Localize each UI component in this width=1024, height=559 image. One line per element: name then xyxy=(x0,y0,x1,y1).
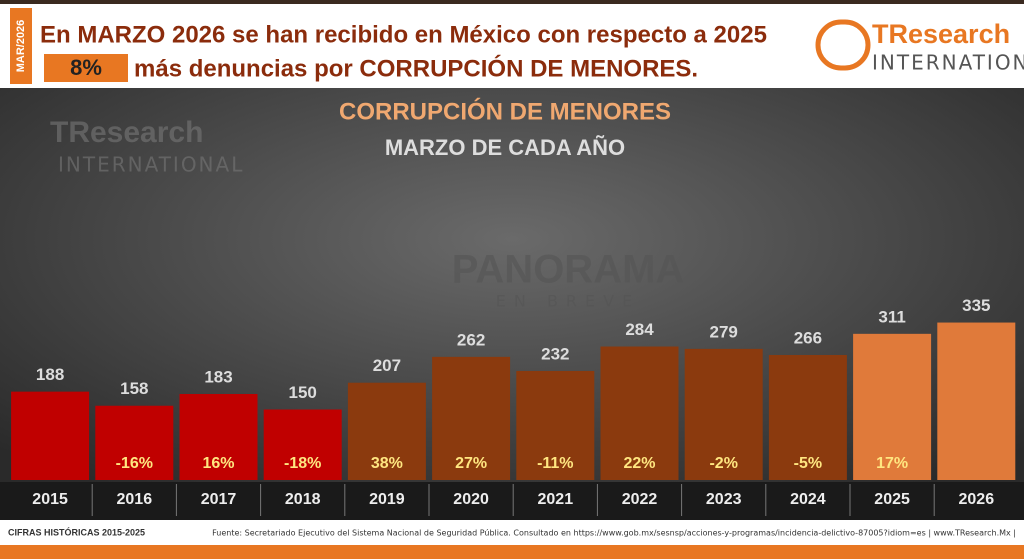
date-tab xyxy=(10,8,32,84)
change-label: 17% xyxy=(876,455,908,472)
footer-left: CIFRAS HISTÓRICAS 2015-2025 xyxy=(8,526,145,537)
value-label: 150 xyxy=(289,383,317,402)
x-tick-label: 2016 xyxy=(117,491,153,508)
date: MAR/2026 xyxy=(15,20,27,73)
x-tick-label: 2015 xyxy=(32,491,68,508)
value-label: 188 xyxy=(36,365,64,384)
headline-1: En MARZO 2026 se han recibido en México … xyxy=(40,21,767,48)
logo-main: TResearch xyxy=(872,19,1010,49)
watermark-sub: EN BREVE xyxy=(496,292,640,311)
bar xyxy=(516,370,595,480)
change-label: -18% xyxy=(284,455,321,472)
x-tick-label: 2021 xyxy=(538,491,574,508)
bar xyxy=(179,393,258,480)
x-tick-label: 2020 xyxy=(453,491,489,508)
change-label: 27% xyxy=(455,455,487,472)
bar xyxy=(347,382,426,480)
headline-2: más denuncias por CORRUPCIÓN DE MENORES. xyxy=(134,54,698,82)
x-tick-label: 2017 xyxy=(201,491,237,508)
change-label: 38% xyxy=(371,455,403,472)
change-label: -5% xyxy=(794,455,822,472)
value-label: 262 xyxy=(457,330,485,349)
change-label: -11% xyxy=(537,455,573,472)
bar xyxy=(600,346,679,480)
value-label: 279 xyxy=(710,322,738,341)
chart-subtitle: MARZO DE CADA AÑO xyxy=(385,135,625,160)
x-tick-label: 2026 xyxy=(959,491,995,508)
change-label: 16% xyxy=(202,455,234,472)
change-label: -16% xyxy=(116,455,153,472)
value-label: 311 xyxy=(878,307,905,326)
bar xyxy=(937,322,1016,480)
x-tick-label: 2025 xyxy=(874,491,910,508)
axis-bar xyxy=(0,482,1024,520)
value-label: 266 xyxy=(794,328,822,347)
x-tick-label: 2018 xyxy=(285,491,321,508)
logo-sub: INTERNATIONAL xyxy=(872,51,1024,75)
change-label: -2% xyxy=(709,455,737,472)
change-box xyxy=(44,54,128,82)
value-label: 284 xyxy=(625,320,654,339)
logo-icon xyxy=(815,19,871,71)
value-label: 335 xyxy=(962,296,990,315)
logo-watermark: TResearch xyxy=(50,116,203,149)
bar xyxy=(11,391,90,480)
footer-strip xyxy=(0,545,1024,559)
x-tick-label: 2023 xyxy=(706,491,742,508)
footer-source: Fuente: Secretariado Ejecutivo del Siste… xyxy=(212,529,1016,538)
footer-bg xyxy=(0,520,1024,544)
bar xyxy=(768,354,847,480)
bar xyxy=(853,333,932,480)
x-tick-label: 2019 xyxy=(369,491,405,508)
bar xyxy=(684,348,763,480)
logo-watermark-sub: INTERNATIONAL xyxy=(58,153,244,177)
value-label: 207 xyxy=(373,356,401,375)
x-tick-label: 2024 xyxy=(790,491,826,508)
watermark: PANORAMA xyxy=(452,248,685,292)
bar xyxy=(263,409,342,480)
x-tick-label: 2022 xyxy=(622,491,658,508)
value-label: 232 xyxy=(541,344,569,363)
value-label: 158 xyxy=(120,379,148,398)
bar xyxy=(95,405,174,480)
change: 8% xyxy=(70,55,102,80)
chart-title: CORRUPCIÓN DE MENORES xyxy=(339,97,671,125)
change-label: 22% xyxy=(623,455,655,472)
value-label: 183 xyxy=(204,367,232,386)
top-strip xyxy=(0,0,1024,4)
bar xyxy=(432,356,511,480)
